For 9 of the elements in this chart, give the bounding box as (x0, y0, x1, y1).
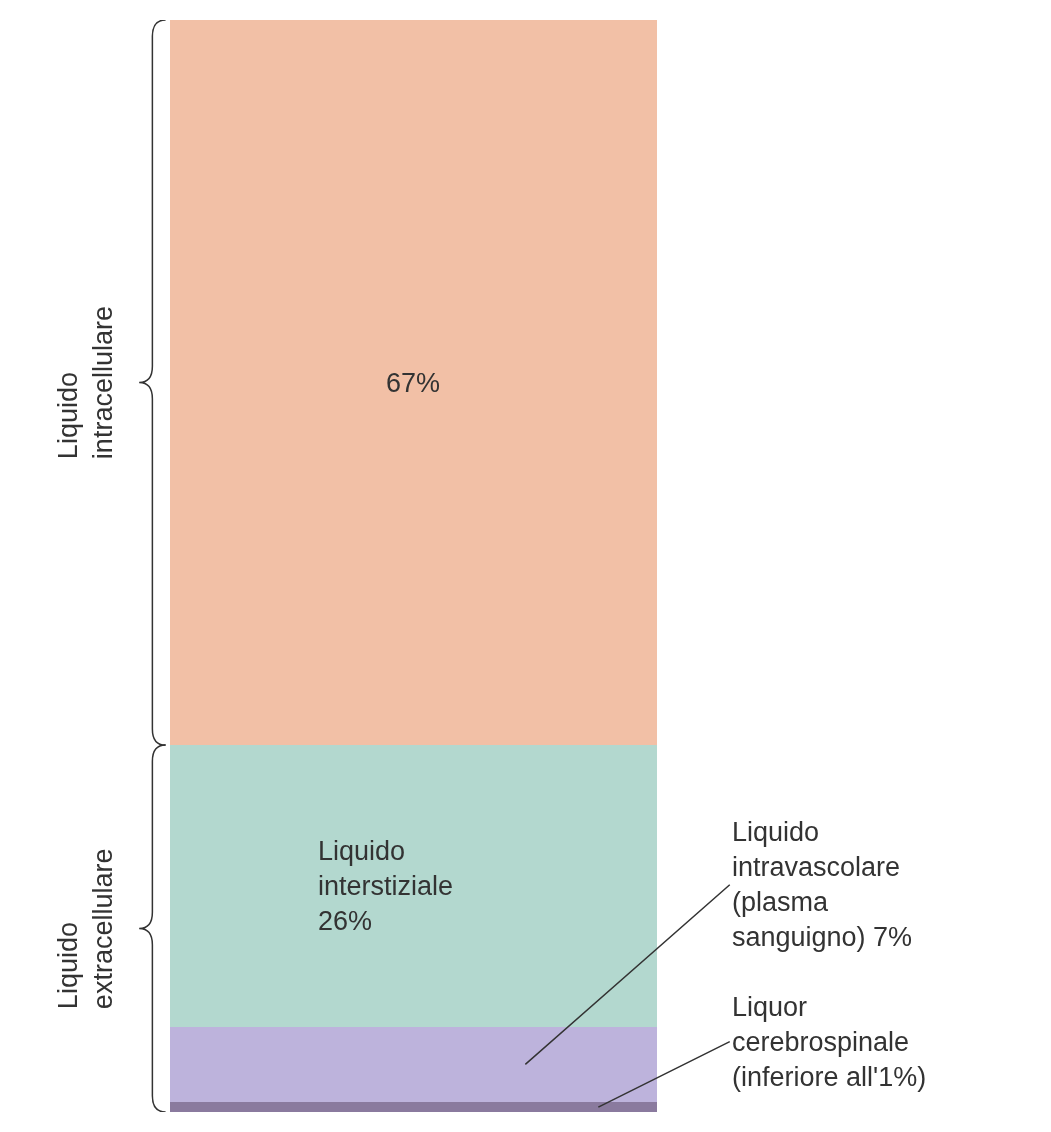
data-label: Liquido intravascolare (plasma sanguigno) 7% (732, 817, 913, 953)
text: Liquido intracellulare (53, 306, 119, 460)
bar (170, 1026, 657, 1103)
text: Liquido extracellulare (53, 848, 119, 1010)
data-label: Liquor cerebrospinale (inferiore all'1%) (732, 992, 927, 1093)
data-label: 67% (386, 368, 441, 398)
bar (170, 1102, 657, 1112)
data-label: Liquido interstiziale 26% (318, 836, 454, 937)
bar (170, 745, 657, 1027)
